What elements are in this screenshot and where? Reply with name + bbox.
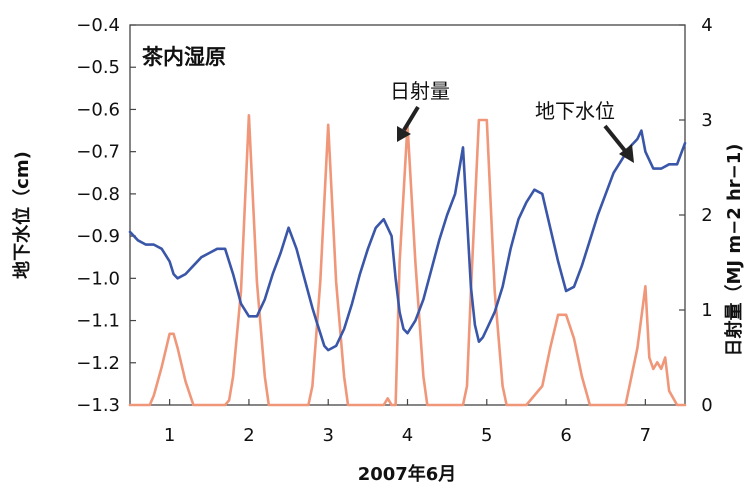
right-axis-ticks: 4 3 2 1 0 (679, 15, 713, 416)
left-tick-label: −0.4 (76, 15, 120, 36)
x-tick-label: 6 (560, 425, 571, 446)
right-tick-label: 4 (701, 15, 712, 36)
left-tick-label: −1.3 (76, 395, 120, 416)
right-tick-label: 3 (701, 110, 712, 131)
x-axis-label: 2007年6月 (358, 463, 457, 485)
left-tick-label: −0.7 (76, 142, 120, 163)
left-tick-label: −0.8 (76, 184, 120, 205)
x-tick-label: 7 (640, 425, 651, 446)
x-tick-label: 1 (164, 425, 175, 446)
x-axis-ticks: 1 2 3 4 5 6 7 (164, 399, 651, 446)
left-tick-label: −1.0 (76, 268, 120, 289)
y-axis-label-right: 日射量（MJ m−2 hr−1) (723, 143, 745, 356)
right-tick-label: 1 (701, 300, 712, 321)
groundwater-series-line (128, 129, 687, 352)
x-tick-label: 5 (481, 425, 492, 446)
right-tick-label: 2 (701, 205, 712, 226)
y-axis-label-left: 地下水位（cm) (11, 151, 33, 279)
x-tick-label: 2 (243, 425, 254, 446)
left-tick-label: −0.6 (76, 99, 120, 120)
series-layer (128, 114, 687, 407)
left-tick-label: −0.9 (76, 226, 120, 247)
left-tick-label: −1.1 (76, 311, 120, 332)
x-tick-label: 3 (322, 425, 333, 446)
left-tick-label: −0.5 (76, 57, 120, 78)
left-tick-label: −1.2 (76, 353, 120, 374)
x-tick-label: 4 (402, 425, 413, 446)
annotation-radiation-arrow (397, 105, 420, 142)
annotation-radiation: 日射量 (390, 79, 450, 103)
right-tick-label: 0 (701, 395, 712, 416)
annotation-groundwater-arrow (603, 124, 634, 163)
chart-title: 茶内湿原 (142, 45, 226, 69)
left-axis-ticks: −0.4 −0.5 −0.6 −0.7 −0.8 −0.9 −1.0 −1.1 −1.2 −1.3 (76, 15, 136, 416)
annotation-groundwater: 地下水位 (535, 99, 615, 123)
radiation-series-line (128, 114, 687, 407)
